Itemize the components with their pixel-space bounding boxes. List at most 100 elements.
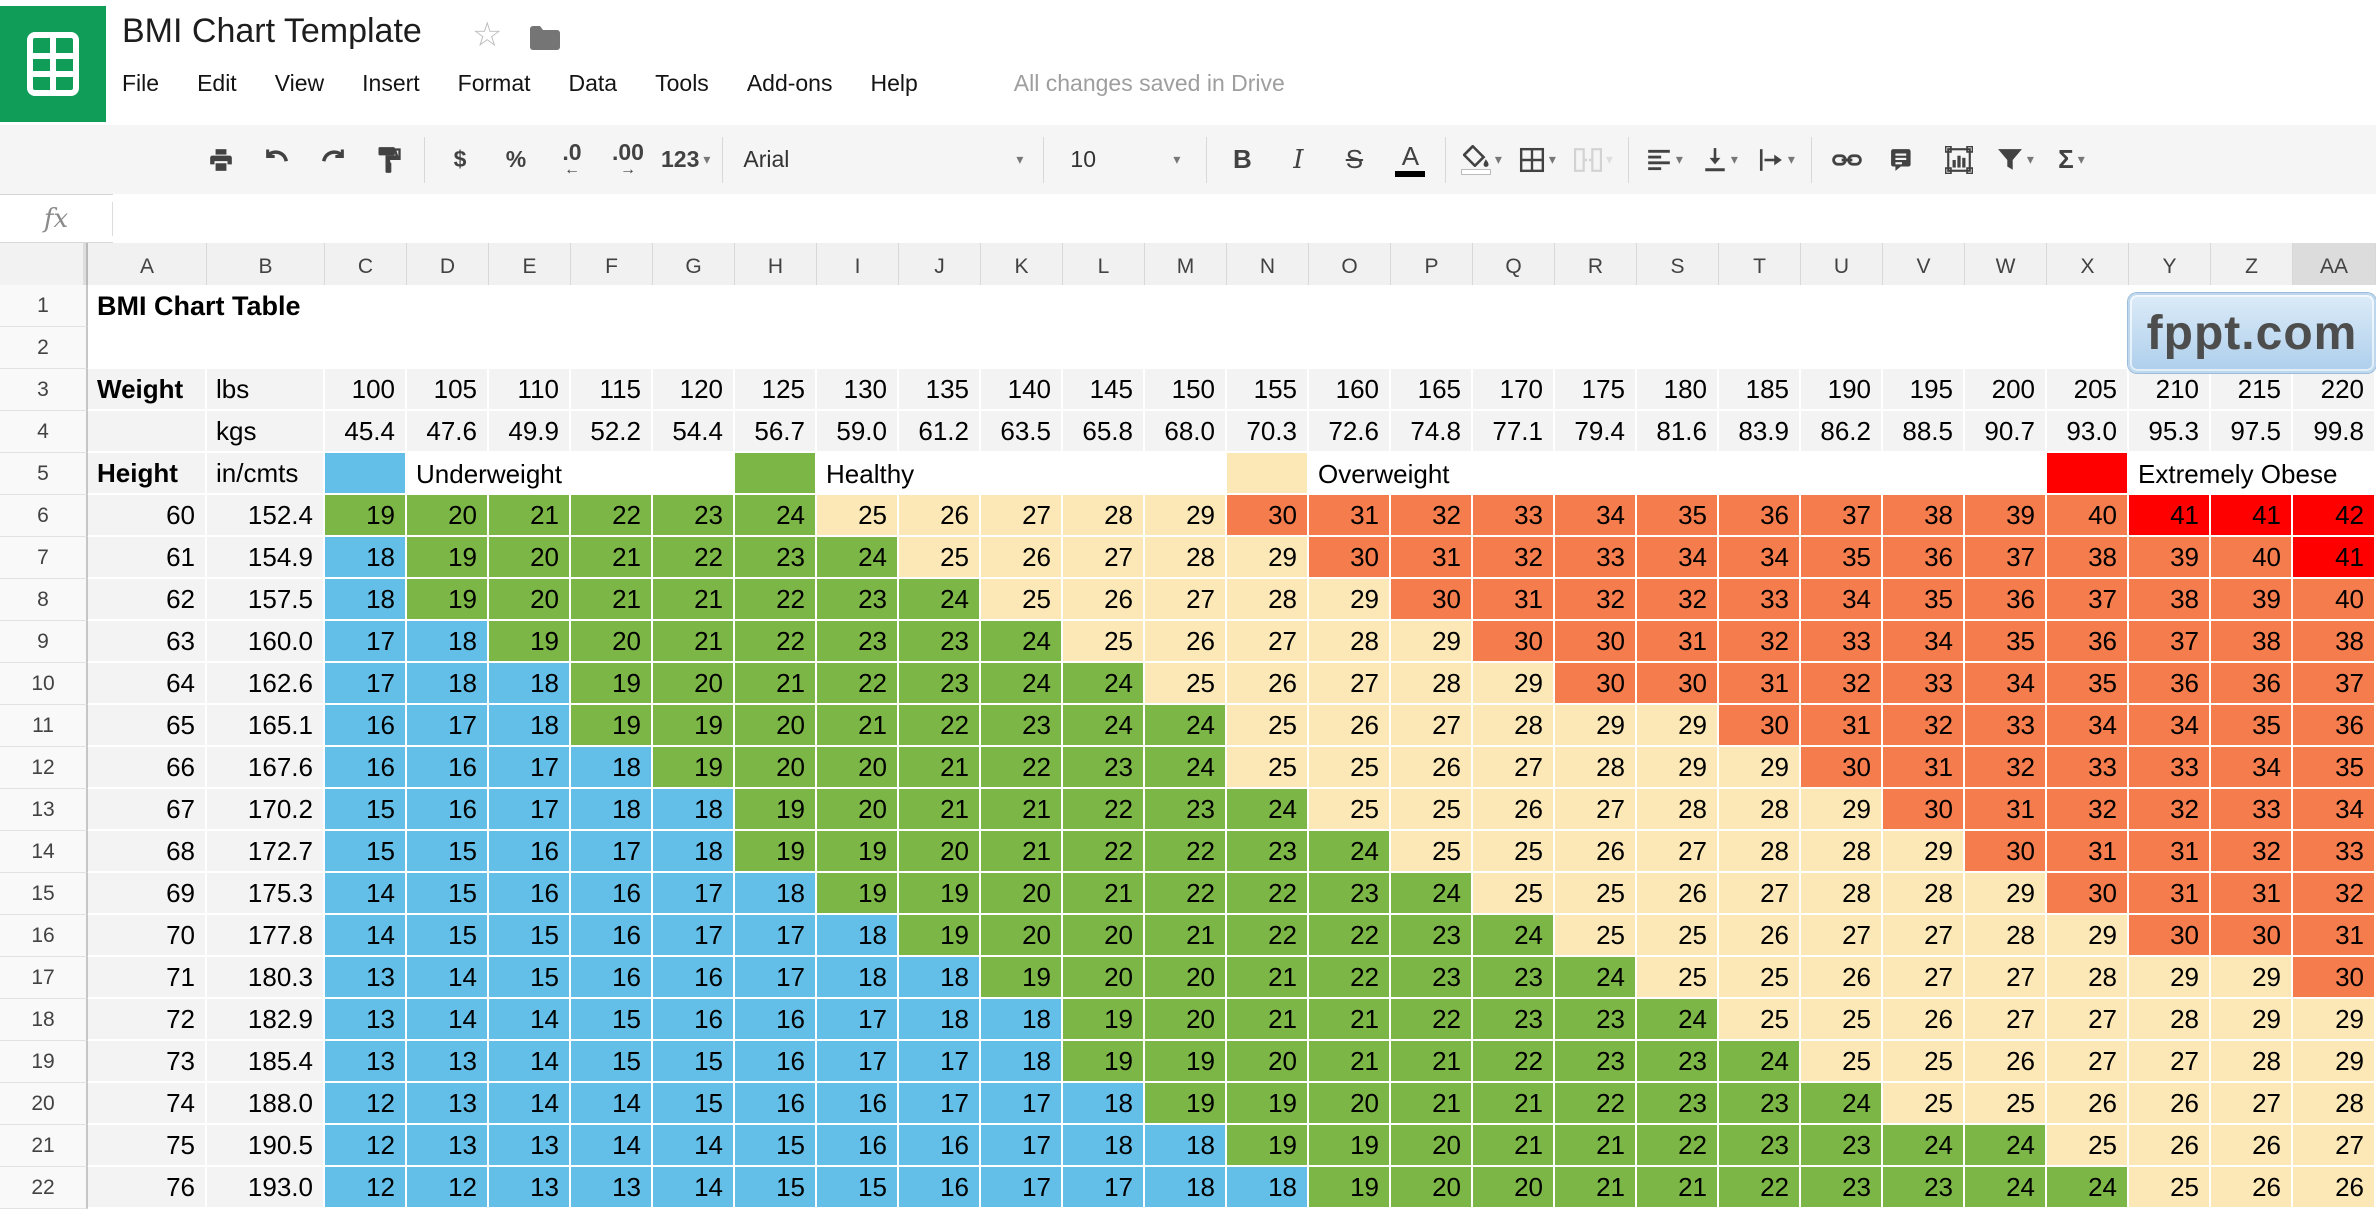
bmi-value-cell[interactable]: 22 [571, 495, 653, 537]
cell[interactable] [817, 285, 899, 327]
bmi-value-cell[interactable]: 36 [2047, 621, 2129, 663]
bmi-value-cell[interactable]: 17 [981, 1125, 1063, 1167]
bmi-value-cell[interactable]: 22 [1637, 1125, 1719, 1167]
bmi-value-cell[interactable]: 30 [1965, 831, 2047, 873]
weight-kgs-cell[interactable]: 72.6 [1309, 411, 1391, 453]
weight-lbs-cell[interactable]: 135 [899, 369, 981, 411]
menu-tools[interactable]: Tools [655, 70, 709, 96]
bmi-value-cell[interactable]: 14 [325, 873, 407, 915]
bmi-value-cell[interactable]: 25 [1719, 957, 1801, 999]
bmi-value-cell[interactable]: 14 [489, 1041, 571, 1083]
bmi-value-cell[interactable]: 19 [817, 873, 899, 915]
bmi-value-cell[interactable]: 25 [1965, 1083, 2047, 1125]
weight-lbs-cell[interactable]: 140 [981, 369, 1063, 411]
bmi-value-cell[interactable]: 18 [899, 999, 981, 1041]
weight-kgs-cell[interactable]: 49.9 [489, 411, 571, 453]
bmi-value-cell[interactable]: 21 [1145, 915, 1227, 957]
bmi-value-cell[interactable]: 30 [2211, 915, 2293, 957]
bmi-value-cell[interactable]: 19 [1227, 1083, 1309, 1125]
bmi-value-cell[interactable]: 29 [2293, 999, 2376, 1041]
bmi-value-cell[interactable]: 25 [1801, 999, 1883, 1041]
bmi-value-cell[interactable]: 39 [2211, 579, 2293, 621]
column-header-G[interactable]: G [653, 243, 735, 292]
bmi-value-cell[interactable]: 26 [1145, 621, 1227, 663]
weight-kgs-cell[interactable]: 90.7 [1965, 411, 2047, 453]
bmi-value-cell[interactable]: 24 [1063, 705, 1145, 747]
bmi-value-cell[interactable]: 26 [2129, 1083, 2211, 1125]
bmi-value-cell[interactable]: 15 [407, 873, 489, 915]
bmi-value-cell[interactable]: 38 [2047, 537, 2129, 579]
bmi-value-cell[interactable]: 25 [1883, 1083, 1965, 1125]
bmi-value-cell[interactable]: 21 [1637, 1167, 1719, 1209]
bmi-value-cell[interactable]: 20 [817, 747, 899, 789]
bmi-value-cell[interactable]: 30 [2047, 873, 2129, 915]
height-cm-cell[interactable]: 172.7 [207, 831, 325, 873]
bmi-value-cell[interactable]: 22 [1309, 915, 1391, 957]
column-header-S[interactable]: S [1637, 243, 1719, 292]
menu-help[interactable]: Help [870, 70, 918, 96]
weight-kgs-cell[interactable]: 68.0 [1145, 411, 1227, 453]
bmi-value-cell[interactable]: 32 [1555, 579, 1637, 621]
bmi-value-cell[interactable]: 28 [1309, 621, 1391, 663]
height-in-cell[interactable]: 66 [88, 747, 207, 789]
bmi-value-cell[interactable]: 31 [2293, 915, 2376, 957]
column-header-C[interactable]: C [325, 243, 407, 292]
bmi-value-cell[interactable]: 27 [1391, 705, 1473, 747]
weight-lbs-cell[interactable]: 185 [1719, 369, 1801, 411]
weight-kgs-cell[interactable]: 93.0 [2047, 411, 2129, 453]
bmi-value-cell[interactable]: 21 [899, 747, 981, 789]
bmi-value-cell[interactable]: 32 [1391, 495, 1473, 537]
bmi-value-cell[interactable]: 16 [735, 999, 817, 1041]
bmi-value-cell[interactable]: 18 [1145, 1125, 1227, 1167]
bmi-value-cell[interactable]: 18 [981, 1041, 1063, 1083]
bmi-value-cell[interactable]: 15 [489, 957, 571, 999]
bmi-value-cell[interactable]: 17 [571, 831, 653, 873]
cell[interactable] [1063, 327, 1145, 369]
cell[interactable] [735, 327, 817, 369]
row-number-19[interactable]: 19 [0, 1041, 88, 1083]
bmi-value-cell[interactable]: 20 [653, 663, 735, 705]
bmi-value-cell[interactable]: 29 [1555, 705, 1637, 747]
weight-lbs-cell[interactable]: 150 [1145, 369, 1227, 411]
cell[interactable] [1227, 285, 1309, 327]
bmi-value-cell[interactable]: 22 [1227, 915, 1309, 957]
bmi-value-cell[interactable]: 34 [2129, 705, 2211, 747]
cell[interactable] [1555, 453, 1637, 495]
row-number-18[interactable]: 18 [0, 999, 88, 1041]
bmi-value-cell[interactable]: 19 [1309, 1125, 1391, 1167]
height-cm-cell[interactable]: 167.6 [207, 747, 325, 789]
bmi-value-cell[interactable]: 22 [735, 621, 817, 663]
bmi-value-cell[interactable]: 20 [735, 705, 817, 747]
bmi-value-cell[interactable]: 25 [2047, 1125, 2129, 1167]
bmi-value-cell[interactable]: 15 [817, 1167, 899, 1209]
bmi-value-cell[interactable]: 24 [817, 537, 899, 579]
bmi-value-cell[interactable]: 17 [817, 1041, 899, 1083]
bmi-value-cell[interactable]: 19 [1145, 1041, 1227, 1083]
bmi-value-cell[interactable]: 24 [1227, 789, 1309, 831]
weight-lbs-cell[interactable]: 130 [817, 369, 899, 411]
incmts-label-cell[interactable]: in/cmts [207, 453, 325, 495]
bmi-value-cell[interactable]: 37 [2129, 621, 2211, 663]
bmi-value-cell[interactable]: 27 [1965, 957, 2047, 999]
bmi-value-cell[interactable]: 36 [2293, 705, 2376, 747]
height-in-cell[interactable]: 67 [88, 789, 207, 831]
column-header-L[interactable]: L [1063, 243, 1145, 292]
bmi-value-cell[interactable]: 26 [1555, 831, 1637, 873]
bmi-value-cell[interactable]: 18 [325, 537, 407, 579]
bmi-value-cell[interactable]: 30 [1555, 663, 1637, 705]
cell[interactable] [2211, 453, 2293, 495]
bmi-value-cell[interactable]: 16 [407, 747, 489, 789]
bmi-value-cell[interactable]: 24 [1965, 1167, 2047, 1209]
bmi-value-cell[interactable]: 31 [1719, 663, 1801, 705]
column-header-Z[interactable]: Z [2211, 243, 2293, 292]
weight-kgs-cell[interactable]: 79.4 [1555, 411, 1637, 453]
redo-button[interactable] [310, 134, 356, 186]
cell[interactable] [1473, 285, 1555, 327]
bmi-value-cell[interactable]: 29 [2047, 915, 2129, 957]
bmi-value-cell[interactable]: 21 [1309, 1041, 1391, 1083]
bmi-value-cell[interactable]: 37 [1965, 537, 2047, 579]
bmi-value-cell[interactable]: 29 [2211, 999, 2293, 1041]
bmi-value-cell[interactable]: 23 [1473, 957, 1555, 999]
bmi-value-cell[interactable]: 25 [1637, 957, 1719, 999]
bmi-value-cell[interactable]: 23 [1801, 1125, 1883, 1167]
